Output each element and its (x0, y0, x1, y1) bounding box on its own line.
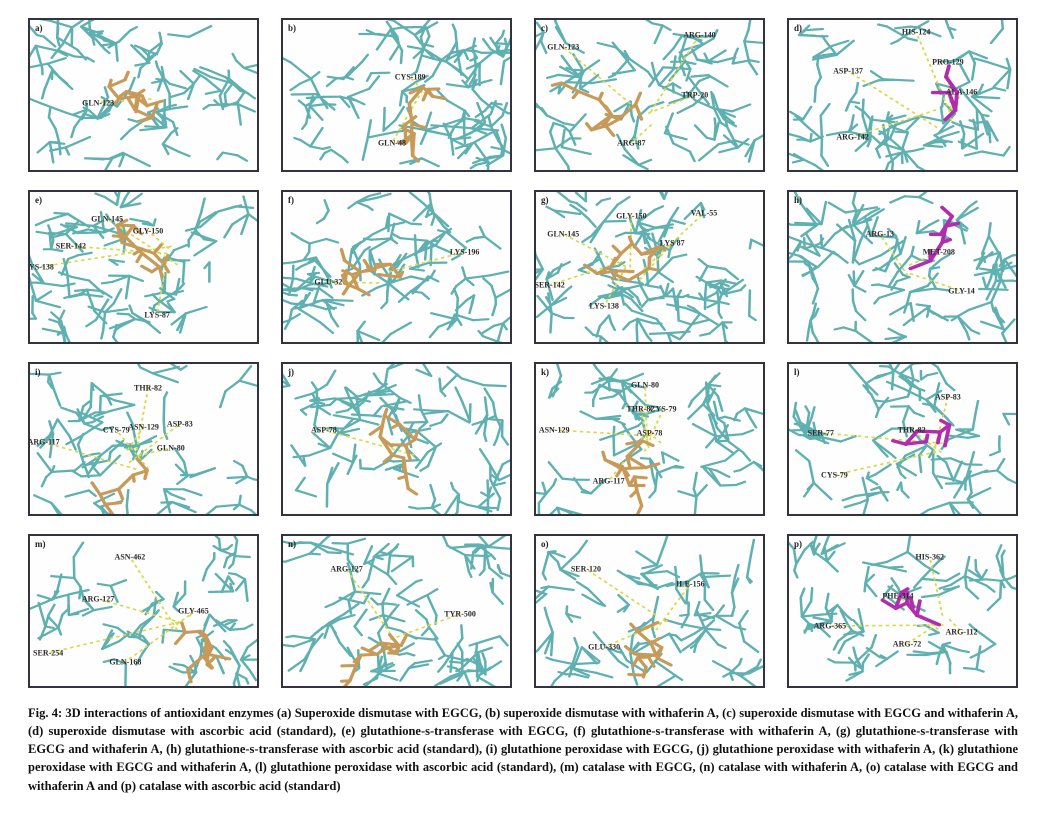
panel-letter: g) (541, 195, 549, 205)
panel-k: k)GLN-80THR-82CYS-79ASN-129ASP-78ARG-117 (534, 362, 765, 516)
panel-b: b)CYS-189GLN-48 (281, 18, 512, 172)
panel-letter: k) (541, 367, 549, 377)
figure-caption: Fig. 4: 3D interactions of antioxidant e… (28, 704, 1018, 795)
panel-letter: f) (288, 195, 294, 205)
panel-svg (30, 20, 257, 170)
panel-p: p)HIS-362PHE-314ARG-365ARG-72ARG-112 (787, 534, 1018, 688)
panel-svg (789, 536, 1016, 686)
panel-svg (789, 20, 1016, 170)
panel-n: n)ARG-127TYR-500 (281, 534, 512, 688)
panel-svg (30, 192, 257, 342)
panel-o: o)SER-120ILE-156GLU-330 (534, 534, 765, 688)
panel-letter: n) (288, 539, 296, 549)
panel-svg (30, 364, 257, 514)
panel-letter: h) (794, 195, 802, 205)
panel-letter: l) (794, 367, 800, 377)
panel-svg (789, 364, 1016, 514)
panel-svg (536, 192, 763, 342)
panel-svg (283, 536, 510, 686)
panel-letter: o) (541, 539, 549, 549)
panel-d: d)HIS-124ASP-137PRO-129ALA-146ARG-142 (787, 18, 1018, 172)
panel-m: m)ASN-462ARG-127GLY-465SER-254GLN-168 (28, 534, 259, 688)
panel-svg (789, 192, 1016, 342)
panel-letter: c) (541, 23, 548, 33)
figure-grid: a)GLN-123b)CYS-189GLN-48c)GLN-123ARG-140… (28, 18, 1018, 688)
panel-svg (30, 536, 257, 686)
panel-letter: e) (35, 195, 42, 205)
panel-svg (536, 20, 763, 170)
panel-svg (283, 364, 510, 514)
panel-f: f)GLU-32LYS-196 (281, 190, 512, 344)
panel-h: h)ARG-13MET-208GLY-14 (787, 190, 1018, 344)
panel-letter: i) (35, 367, 41, 377)
panel-letter: d) (794, 23, 802, 33)
panel-letter: p) (794, 539, 802, 549)
panel-svg (536, 536, 763, 686)
panel-a: a)GLN-123 (28, 18, 259, 172)
panel-svg (283, 20, 510, 170)
panel-l: l)ASP-83SER-77THR-82CYS-79 (787, 362, 1018, 516)
panel-i: i)THR-82ARG-117CYS-79ASN-129ASP-83GLN-80 (28, 362, 259, 516)
panel-c: c)GLN-123ARG-140TRP-20ARG-87 (534, 18, 765, 172)
panel-svg (536, 364, 763, 514)
panel-j: j)ASP-78 (281, 362, 512, 516)
panel-letter: m) (35, 539, 46, 549)
panel-e: e)GLN-145SER-142GLY-150LYS-138LYS-87 (28, 190, 259, 344)
panel-letter: b) (288, 23, 296, 33)
panel-g: g)GLN-145GLY-150VAL-55LYS 87SER-142LYS-1… (534, 190, 765, 344)
panel-letter: a) (35, 23, 43, 33)
panel-letter: j) (288, 367, 294, 377)
panel-svg (283, 192, 510, 342)
